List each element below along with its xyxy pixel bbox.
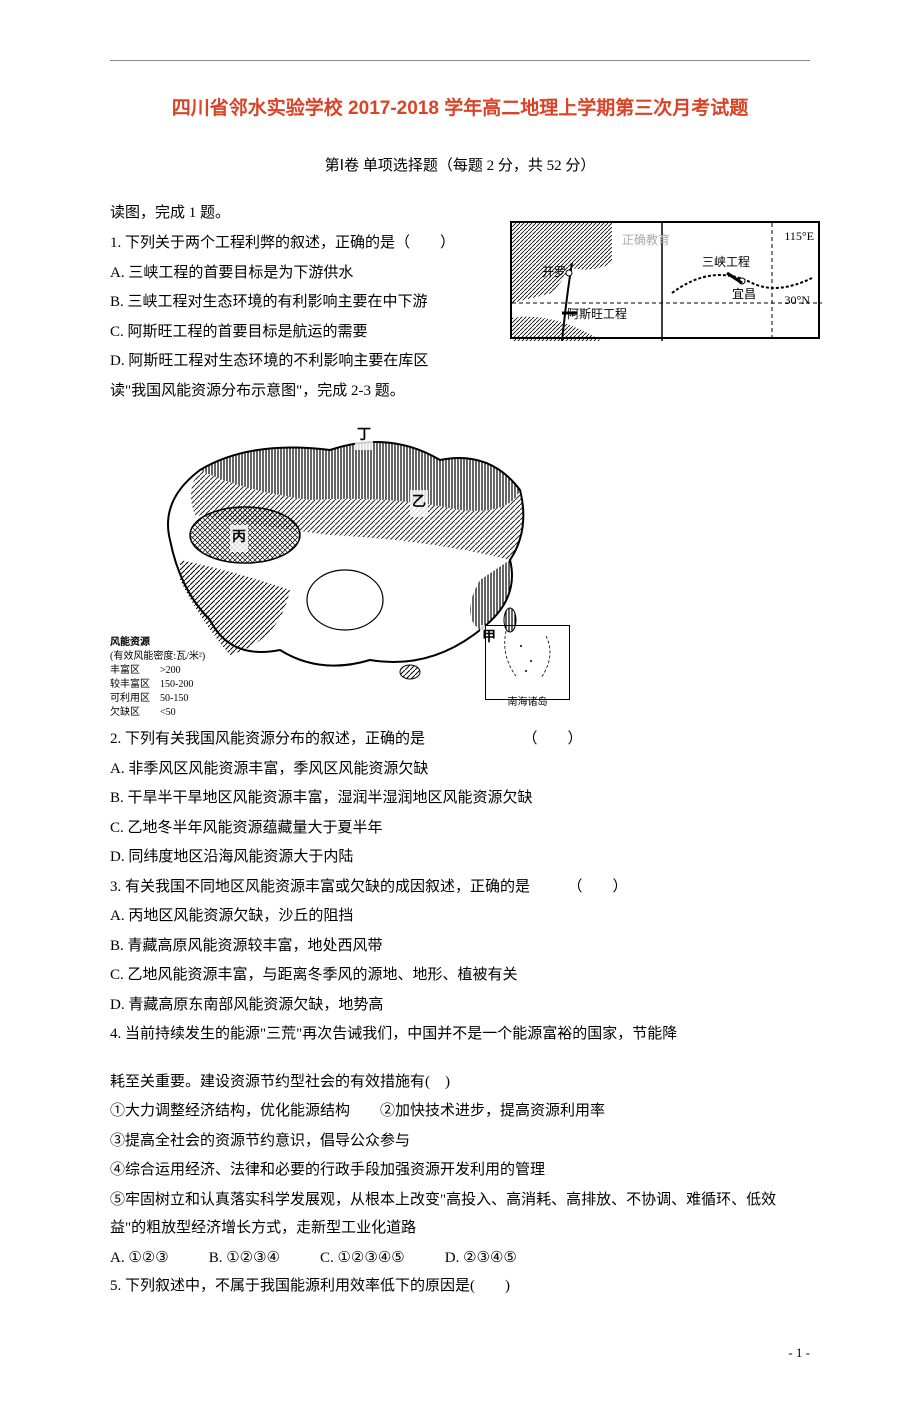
intro-2: 读"我国风能资源分布示意图"，完成 2-3 题。 [110, 377, 810, 406]
legend-row-1: 丰富区 >200 [110, 664, 205, 678]
q5-stem: 5. 下列叙述中，不属于我国能源利用效率低下的原因是( ) [110, 1272, 810, 1301]
q1-option-d: D. 阿斯旺工程对生态环境的不利影响主要在库区 [110, 347, 490, 376]
question-5-block: 5. 下列叙述中，不属于我国能源利用效率低下的原因是( ) [110, 1272, 810, 1301]
q4-option-a: A. ①②③ [110, 1244, 169, 1273]
question-4-block: 4. 当前持续发生的能源"三荒"再次告诫我们，中国并不是一个能源富裕的国家，节能… [110, 1020, 810, 1272]
section-heading: 第Ⅰ卷 单项选择题（每题 2 分，共 52 分） [110, 152, 810, 181]
south-sea-inset: 南海诸岛 [485, 625, 570, 700]
fig1-cairo: 开罗 [542, 261, 566, 284]
fig1-lat-label: 30°N [785, 289, 810, 312]
q3-option-c: C. 乙地风能资源丰富，与距离冬季风的源地、地形、植被有关 [110, 961, 810, 990]
fig1-sanxia: 三峡工程 [702, 251, 750, 274]
map-label-yi: 乙 [410, 490, 428, 517]
fig1-aswan: 阿斯旺工程 [567, 303, 627, 326]
fig1-yichang: 宜昌 [732, 283, 756, 306]
q4-stem: 4. 当前持续发生的能源"三荒"再次告诫我们，中国并不是一个能源富裕的国家，节能… [110, 1020, 810, 1049]
q3-option-a: A. 丙地区风能资源欠缺，沙丘的阻挡 [110, 902, 810, 931]
q1-option-c: C. 阿斯旺工程的首要目标是航运的需要 [110, 318, 490, 347]
fig1-lon-label: 115°E [784, 225, 814, 248]
fig1-watermark: 正确教育 [622, 229, 670, 252]
q1-option-a: A. 三峡工程的首要目标是为下游供水 [110, 259, 490, 288]
q4-options-row: A. ①②③ B. ①②③④ C. ①②③④⑤ D. ②③④⑤ [110, 1244, 810, 1273]
legend-title: 风能资源 [110, 636, 205, 650]
q1-option-b: B. 三峡工程对生态环境的有利影响主要在中下游 [110, 288, 490, 317]
map-legend: 风能资源 (有效风能密度:瓦/米²) 丰富区 >200 较丰富区 150-200… [110, 636, 205, 720]
page-number: - 1 - [110, 1341, 810, 1366]
q4-line4: ⑤牢固树立和认真落实科学发展观，从根本上改变"高投入、高消耗、高排放、不协调、难… [110, 1186, 810, 1243]
figure-2-wind-map: 丁 乙 丙 甲 风能资源 (有效风能密度:瓦/米²) 丰富区 >200 较丰富区… [110, 415, 570, 720]
q1-stem: 1. 下列关于两个工程利弊的叙述，正确的是（ ） [110, 229, 490, 258]
question-3-block: 3. 有关我国不同地区风能资源丰富或欠缺的成因叙述，正确的是 （ ） A. 丙地… [110, 873, 810, 1020]
q2-option-a: A. 非季风区风能资源丰富，季风区风能资源欠缺 [110, 755, 810, 784]
q4-gap [110, 1050, 810, 1068]
q4-line2: ③提高全社会的资源节约意识，倡导公众参与 [110, 1127, 810, 1156]
q4-cont: 耗至关重要。建设资源节约型社会的有效措施有( ) [110, 1068, 810, 1097]
legend-subtitle: (有效风能密度:瓦/米²) [110, 650, 205, 664]
q2-option-d: D. 同纬度地区沿海风能资源大于内陆 [110, 843, 810, 872]
map-label-ding: 丁 [355, 423, 373, 450]
q2-stem: 2. 下列有关我国风能资源分布的叙述，正确的是 （ ） [110, 725, 810, 754]
legend-row-4: 欠缺区 <50 [110, 706, 205, 720]
question-1-block: 115°E 30°N 开罗 宜昌 三峡工程 阿斯旺工程 正确教育 读图，完成 1… [110, 199, 810, 376]
q2-option-c: C. 乙地冬半年风能资源蕴藏量大于夏半年 [110, 814, 810, 843]
q3-stem: 3. 有关我国不同地区风能资源丰富或欠缺的成因叙述，正确的是 （ ） [110, 873, 810, 902]
q4-option-c: C. ①②③④⑤ [320, 1244, 405, 1273]
inset-svg [486, 626, 571, 686]
inset-label: 南海诸岛 [486, 693, 569, 712]
q4-line1: ①大力调整经济结构，优化能源结构 ②加快技术进步，提高资源利用率 [110, 1097, 810, 1126]
legend-row-3: 可利用区 50-150 [110, 692, 205, 706]
question-2-block: 2. 下列有关我国风能资源分布的叙述，正确的是 （ ） A. 非季风区风能资源丰… [110, 725, 810, 872]
q4-line3: ④综合运用经济、法律和必要的行政手段加强资源开发利用的管理 [110, 1156, 810, 1185]
figure-1-dams: 115°E 30°N 开罗 宜昌 三峡工程 阿斯旺工程 正确教育 [510, 221, 820, 339]
q2-option-b: B. 干旱半干旱地区风能资源丰富，湿润半湿润地区风能资源欠缺 [110, 784, 810, 813]
q3-option-d: D. 青藏高原东南部风能资源欠缺，地势高 [110, 991, 810, 1020]
legend-row-2: 较丰富区 150-200 [110, 678, 205, 692]
q4-option-b: B. ①②③④ [209, 1244, 280, 1273]
top-divider [110, 60, 810, 61]
document-title: 四川省邻水实验学校 2017-2018 学年高二地理上学期第三次月考试题 [110, 91, 810, 127]
content-body: 115°E 30°N 开罗 宜昌 三峡工程 阿斯旺工程 正确教育 读图，完成 1… [110, 199, 810, 1301]
q3-option-b: B. 青藏高原风能资源较丰富，地处西风带 [110, 932, 810, 961]
q4-option-d: D. ②③④⑤ [445, 1244, 517, 1273]
map-label-bing: 丙 [230, 525, 248, 552]
